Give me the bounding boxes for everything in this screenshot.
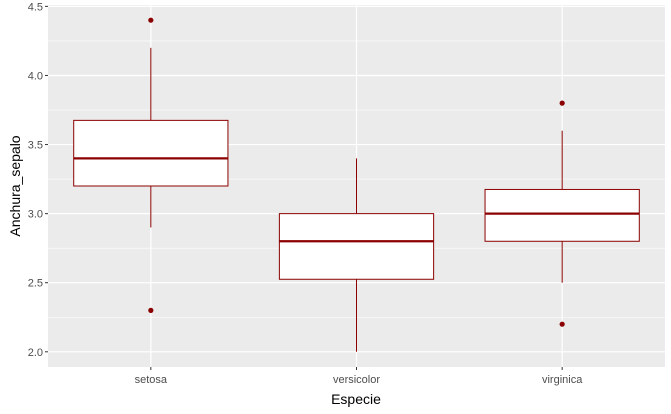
x-tick-label: versicolor	[333, 374, 380, 386]
y-tick-label: 3.0	[28, 209, 43, 221]
boxes-layer	[73, 17, 640, 352]
box-virginica	[484, 100, 640, 327]
box-setosa	[73, 17, 229, 313]
x-tick-label: setosa	[135, 374, 168, 386]
box-iqr	[484, 188, 640, 242]
y-axis-ticks: 2.0 2.5 3.0 3.5 4.0 4.5	[28, 1, 48, 359]
x-tick-label: virginica	[542, 374, 583, 386]
box-iqr	[278, 213, 435, 280]
y-axis-title: Anchura_sepalo	[7, 135, 23, 236]
y-tick-label: 4.0	[28, 70, 43, 82]
box-iqr	[73, 119, 229, 187]
x-axis-ticks: setosa versicolor virginica	[135, 367, 583, 386]
y-tick-label: 3.5	[28, 140, 43, 152]
outlier-point	[559, 100, 565, 106]
x-axis-title: Especie	[331, 391, 381, 407]
y-tick-label: 2.0	[28, 347, 43, 359]
outlier-point	[148, 17, 154, 23]
y-tick-label: 4.5	[28, 1, 43, 13]
outlier-point	[148, 307, 154, 313]
outlier-point	[559, 321, 565, 327]
box-versicolor	[278, 158, 435, 352]
y-tick-label: 2.5	[28, 278, 43, 290]
